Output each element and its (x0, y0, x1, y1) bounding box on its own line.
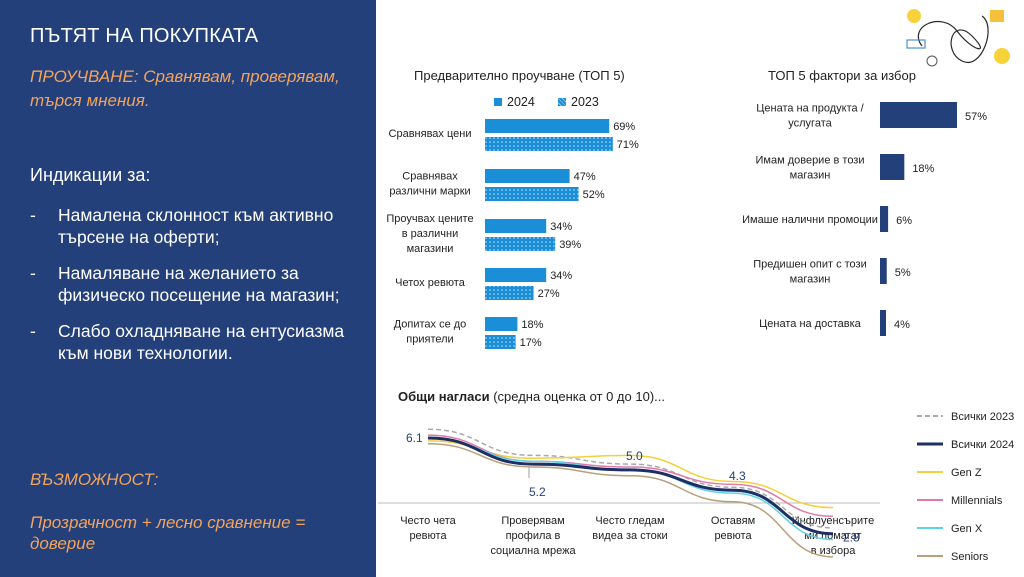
factor-label: Предишен опит с този магазин (753, 259, 867, 286)
decoration-doodle-icon (906, 9, 1010, 67)
factor-bar (880, 154, 905, 180)
bar-value-label: 18% (521, 319, 543, 331)
x-category-label: Оставям ревюта (711, 515, 755, 542)
indications-list: Намалена склонност към активно търсене н… (30, 204, 360, 378)
bar-value-label: 47% (574, 171, 596, 183)
bar-2024 (485, 268, 547, 282)
attitudes-title-bold: Общи нагласи (398, 389, 490, 404)
category-label: Сравнявах различни марки (389, 171, 470, 198)
legend-swatch-2024 (494, 98, 502, 106)
factor-label: Имаше налични промоции (742, 214, 878, 226)
attitudes-line-chart: Често чета ревюта Проверявам профила в социа… (378, 411, 1014, 563)
factor-value-label: 57% (965, 111, 987, 123)
factor-value-label: 5% (895, 267, 911, 279)
stage-subtitle: ПРОУЧВАНЕ: Сравнявам, проверявам, търся … (30, 67, 340, 110)
bar-2023 (485, 335, 516, 349)
indications-heading: Индикации за: (30, 165, 151, 185)
bar-2024 (485, 317, 518, 331)
bar-2023 (485, 137, 613, 151)
factor-bar (880, 102, 957, 128)
factors-bar-chart: Цената на продукта / услугата 57% Имам дове… (742, 102, 987, 336)
point-value-label: 6.1 (406, 431, 423, 445)
line-series-всички-2024 (427, 436, 834, 536)
indication-item: Слабо охладняване на ентусиазма към нови… (30, 320, 360, 364)
x-category-label: Проверявам профила в социална мрежа (490, 515, 576, 557)
bar-value-label: 69% (613, 121, 635, 133)
legend-series-label: Всички 2023 (951, 411, 1014, 423)
legend-2024: 2024 (494, 95, 535, 109)
bar-2024 (485, 219, 547, 233)
factor-label: Цената на продукта / услугата (756, 103, 864, 130)
bar-value-label: 71% (617, 139, 639, 151)
bar-2024 (485, 119, 610, 133)
prior-research-chart-title: Предварително проучване (ТОП 5) (414, 68, 625, 83)
category-label: Допитах се до приятели (394, 319, 467, 346)
bar-value-label: 27% (538, 288, 560, 300)
attitudes-title-rest: (средна оценка от 0 до 10)... (489, 389, 665, 404)
attitudes-chart-title: Общи нагласи (средна оценка от 0 до 10).… (398, 389, 665, 404)
factor-bar (880, 206, 889, 232)
category-label: Проучвах цените в различни магазини (386, 213, 473, 255)
point-value-label: 5.0 (626, 449, 643, 463)
legend-series-label: Millennials (951, 495, 1003, 507)
indication-item: Намалена склонност към активно търсене н… (30, 204, 360, 248)
point-value-label: 4.3 (729, 469, 746, 483)
opportunity-text: Прозрачност + лесно сравнение = доверие (30, 513, 306, 553)
line-series-всички-2023 (427, 428, 834, 529)
factor-bar (880, 258, 887, 284)
legend-label-2023: 2023 (571, 95, 599, 109)
factor-value-label: 18% (912, 163, 934, 175)
factor-label: Цената на доставка (759, 318, 862, 330)
x-category-label: Често гледам видеа за стоки (592, 515, 667, 542)
bar-2023 (485, 187, 579, 201)
bar-2024 (485, 169, 570, 183)
bar-value-label: 39% (559, 239, 581, 251)
point-value-label: 2.8 (843, 531, 860, 545)
legend-series-label: Gen Z (951, 467, 982, 479)
bar-2023 (485, 237, 556, 251)
factor-bar (880, 310, 886, 336)
legend-series-label: Seniors (951, 551, 989, 563)
factors-chart-title: ТОП 5 фактори за избор (768, 68, 916, 83)
legend-series-label: Gen X (951, 523, 983, 535)
legend-2023: 2023 (558, 95, 599, 109)
bar-value-label: 34% (550, 221, 572, 233)
bar-value-label: 52% (583, 189, 605, 201)
x-category-label: Често чета ревюта (400, 515, 456, 542)
bar-value-label: 17% (520, 337, 542, 349)
factor-value-label: 6% (896, 215, 912, 227)
bar-2023 (485, 286, 534, 300)
opportunity-heading: ВЪЗМОЖНОСТ: (30, 470, 159, 489)
indication-item: Намаляване на желанието за физическо пос… (30, 262, 360, 306)
legend-swatch-2023 (558, 98, 566, 106)
category-label: Сравнявах цени (389, 128, 472, 140)
factor-label: Имам доверие в този магазин (755, 155, 864, 182)
legend-label-2024: 2024 (507, 95, 535, 109)
prior-research-bar-chart: Сравнявах цени 69% 71% Сравнявах различни ма… (386, 119, 639, 349)
left-panel: ПЪТЯТ НА ПОКУПКАТА ПРОУЧВАНЕ: Сравнявам,… (0, 0, 376, 577)
legend-series-label: Всички 2024 (951, 439, 1014, 451)
bar-value-label: 34% (550, 270, 572, 282)
page-title: ПЪТЯТ НА ПОКУПКАТА (30, 25, 259, 47)
category-label: Четох ревюта (395, 277, 466, 289)
point-value-label: 5.2 (529, 485, 546, 499)
factor-value-label: 4% (894, 319, 910, 331)
line-series-seniors (427, 443, 834, 558)
